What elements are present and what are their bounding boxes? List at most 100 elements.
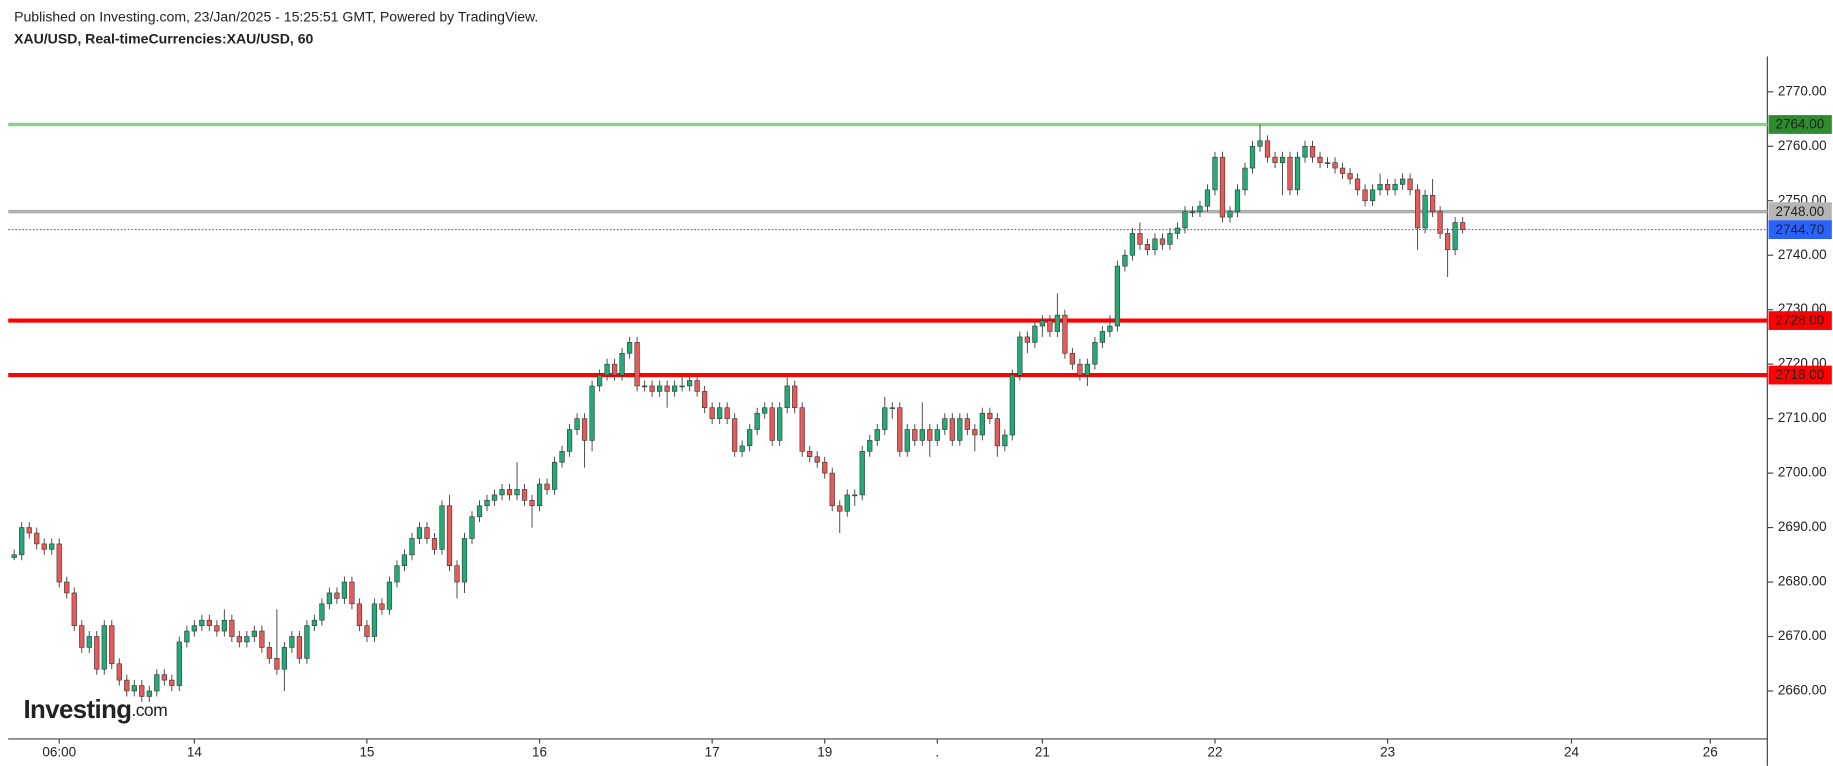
candle-body xyxy=(334,592,340,599)
candle-body xyxy=(807,451,813,458)
candle-body xyxy=(1429,195,1436,212)
candle-body xyxy=(1039,320,1045,327)
candle-body xyxy=(1054,314,1060,332)
candle-body xyxy=(581,418,588,441)
candle-body xyxy=(739,445,745,452)
candle-body xyxy=(41,543,47,550)
candle-body xyxy=(424,527,430,539)
candle-body xyxy=(604,363,610,376)
candle-body xyxy=(1354,178,1361,191)
candle-body xyxy=(26,527,32,534)
candle-body xyxy=(687,380,693,387)
candle-body xyxy=(1114,265,1121,327)
candle-body xyxy=(889,407,895,409)
x-tick-label: 15 xyxy=(359,745,374,760)
candle-body xyxy=(694,380,700,392)
candle-body xyxy=(972,429,978,436)
candle-body xyxy=(491,494,498,501)
candle-body xyxy=(11,554,17,558)
candle-body xyxy=(1084,363,1091,376)
y-tick-label: 2760.00 xyxy=(1778,138,1827,153)
candle-body xyxy=(251,630,257,637)
candle-body xyxy=(206,619,212,626)
candle-body xyxy=(994,418,1000,447)
candle-body xyxy=(1257,140,1263,147)
candle-body xyxy=(259,630,265,648)
candle-body xyxy=(1309,145,1316,158)
candle-body xyxy=(1377,184,1383,191)
candle-body xyxy=(139,685,145,697)
candle-body xyxy=(94,636,100,670)
logo-suffix: .com xyxy=(131,699,167,719)
candle-body xyxy=(304,625,310,659)
candle-body xyxy=(724,407,730,419)
candle-body xyxy=(244,636,250,643)
candle-body xyxy=(154,674,160,692)
candle-body xyxy=(1227,211,1233,218)
y-tick-label: 2660.00 xyxy=(1778,683,1827,698)
candle-body xyxy=(221,619,227,632)
candle-body xyxy=(551,461,558,490)
candle-body xyxy=(717,407,723,419)
candle-body xyxy=(1279,156,1286,163)
level-tag xyxy=(1768,365,1832,385)
candle-body xyxy=(1384,184,1391,191)
candle-body xyxy=(1369,189,1376,202)
candle-body xyxy=(1152,238,1158,251)
candle-body xyxy=(109,625,115,665)
candle-body xyxy=(1092,342,1098,365)
candle-body xyxy=(1137,233,1143,245)
candle-body xyxy=(566,429,573,452)
y-tick-label: 2740.00 xyxy=(1778,247,1827,262)
x-tick-label: 24 xyxy=(1564,745,1579,760)
candle-body xyxy=(1347,173,1353,180)
plot xyxy=(8,122,1768,702)
candle-body xyxy=(356,603,363,626)
candle-body xyxy=(589,385,595,441)
candle-body xyxy=(79,625,85,648)
candle-body xyxy=(1407,178,1413,191)
candle-body xyxy=(454,565,460,583)
candle-body xyxy=(236,636,242,643)
candle-body xyxy=(1212,156,1218,191)
x-tick-label: 22 xyxy=(1207,745,1222,760)
logo-text: Investing xyxy=(23,696,131,724)
candle-body xyxy=(852,494,858,497)
candle-body xyxy=(1437,211,1443,234)
candle-body xyxy=(679,385,685,388)
candle-body xyxy=(544,483,550,490)
x-tick-label: . xyxy=(935,745,939,760)
candle-body xyxy=(506,489,513,496)
candle-body xyxy=(596,374,603,387)
candle-body xyxy=(1107,325,1113,332)
candle-body xyxy=(641,385,648,388)
x-tick-label: 14 xyxy=(187,745,202,760)
candle-body xyxy=(1144,244,1151,251)
last-price-label: 2744.70 xyxy=(1776,222,1825,237)
candle-body xyxy=(341,581,348,599)
candle-body xyxy=(754,412,760,430)
candle-body xyxy=(319,603,325,621)
candle-body xyxy=(619,352,625,376)
candle-body xyxy=(1189,211,1196,213)
candle-body xyxy=(1452,222,1458,251)
candle-body xyxy=(1399,178,1406,185)
candle-body xyxy=(1167,233,1173,245)
x-tick-label: 17 xyxy=(705,745,720,760)
candle-body xyxy=(1332,162,1338,169)
candle-body xyxy=(611,363,618,376)
candle-body xyxy=(199,619,205,626)
candle-body xyxy=(296,636,303,659)
level-tag xyxy=(1768,311,1832,330)
candle-body xyxy=(514,489,520,496)
candle-body xyxy=(957,418,963,441)
candle-body xyxy=(64,581,70,594)
candle-body xyxy=(521,489,528,501)
y-tick-label: 2710.00 xyxy=(1778,410,1827,425)
candle-body xyxy=(784,385,790,409)
candle-body xyxy=(1122,254,1128,267)
candle-body xyxy=(777,407,783,441)
candle-body xyxy=(1362,189,1368,202)
candle-body xyxy=(326,592,333,605)
candle-body xyxy=(1159,238,1166,245)
